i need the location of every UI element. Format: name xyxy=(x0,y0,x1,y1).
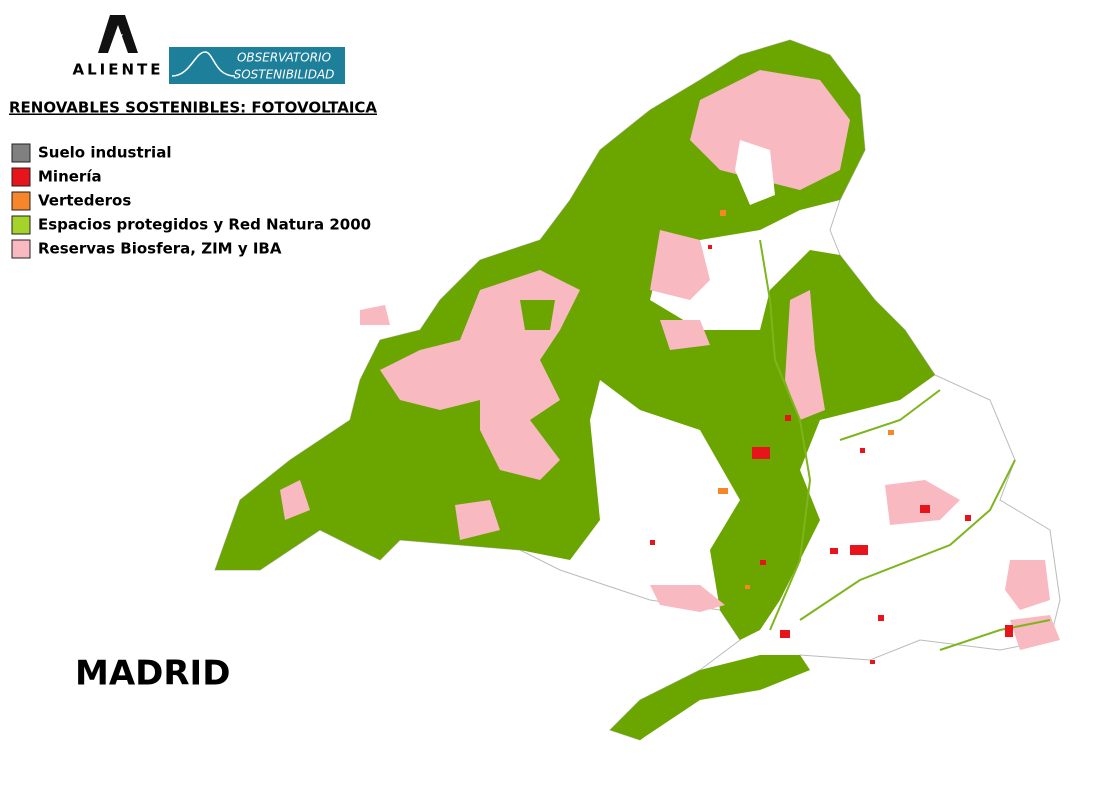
logo-name: ALIENTE xyxy=(72,61,163,79)
region-label: MADRID xyxy=(75,654,230,694)
badge-line: OBSERVATORIO xyxy=(237,51,331,65)
legend-label: Suelo industrial xyxy=(38,144,171,162)
legend-swatch xyxy=(11,191,31,211)
logo: ALIENTE OBSERVATORIO SOSTENIBILIDAD xyxy=(72,15,345,84)
territory xyxy=(214,39,1061,741)
legend-label: Reservas Biosfera, ZIM y IBA xyxy=(38,240,282,258)
legend-label: Minería xyxy=(38,168,102,186)
badge-line: SOSTENIBILIDAD xyxy=(234,68,335,82)
legend: Suelo industrial Minería Vertederos Espacio… xyxy=(11,143,371,259)
legend-swatch xyxy=(11,167,31,187)
legend-swatch xyxy=(11,215,31,235)
legend-swatch xyxy=(11,239,31,259)
legend-label: Vertederos xyxy=(38,192,131,210)
legend-label: Espacios protegidos y Red Natura 2000 xyxy=(38,216,371,234)
map-title: RENOVABLES SOSTENIBLES: FOTOVOLTAICA xyxy=(9,99,377,117)
legend-swatch xyxy=(11,143,31,163)
